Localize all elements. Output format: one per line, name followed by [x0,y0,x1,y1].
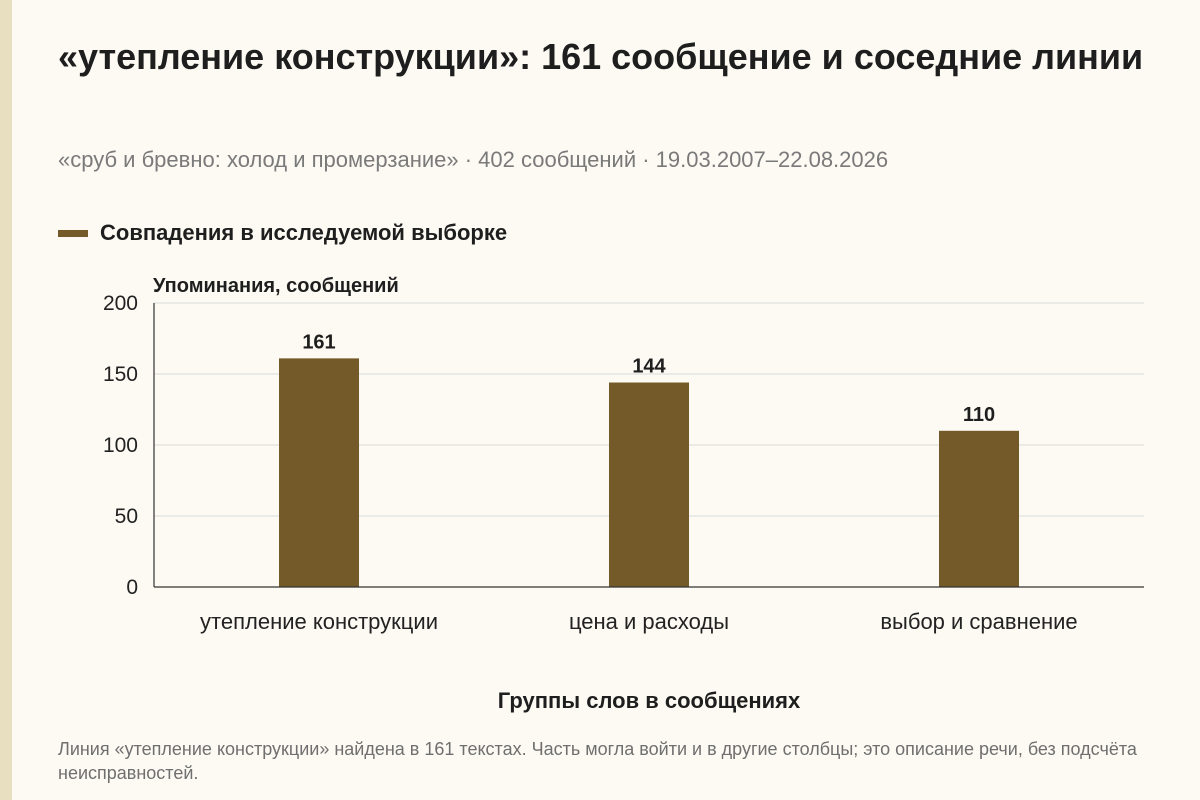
y-tick-label: 150 [103,363,138,386]
axes: 0 50 100 150 200 утепление конструкции цена и … [103,292,1144,634]
chart-title: «утепление конструкции»: 161 сообщение и… [58,36,1144,77]
bar-value-label: 161 [302,331,335,353]
legend-swatch [58,229,88,237]
y-tick-label: 0 [126,576,138,599]
bar [279,358,359,587]
x-tick-label: утепление конструкции [200,609,438,634]
bars: 161 144 110 [279,331,1019,587]
x-tick-label: выбор и сравнение [880,609,1077,634]
left-accent-stripe [0,0,12,800]
legend: Совпадения в исследуемой выборке [58,218,507,248]
x-axis-label: Группы слов в сообщениях [498,688,801,713]
x-tick-label: цена и расходы [569,609,729,634]
footnote: Линия «утепление конструкции» найдена в … [58,739,1137,783]
y-tick-label: 100 [103,434,138,457]
y-tick-label: 200 [103,292,138,315]
bar-value-label: 144 [632,356,666,378]
chart-subtitle: «сруб и бревно: холод и промерзание» · 4… [58,147,889,172]
y-tick-label: 50 [115,505,138,528]
y-axis-label: Упоминания, сообщений [153,275,399,297]
bar-value-label: 110 [963,404,995,426]
bar [609,382,689,587]
legend-label: Совпадения в исследуемой выборке [100,220,508,245]
bar [939,430,1019,587]
